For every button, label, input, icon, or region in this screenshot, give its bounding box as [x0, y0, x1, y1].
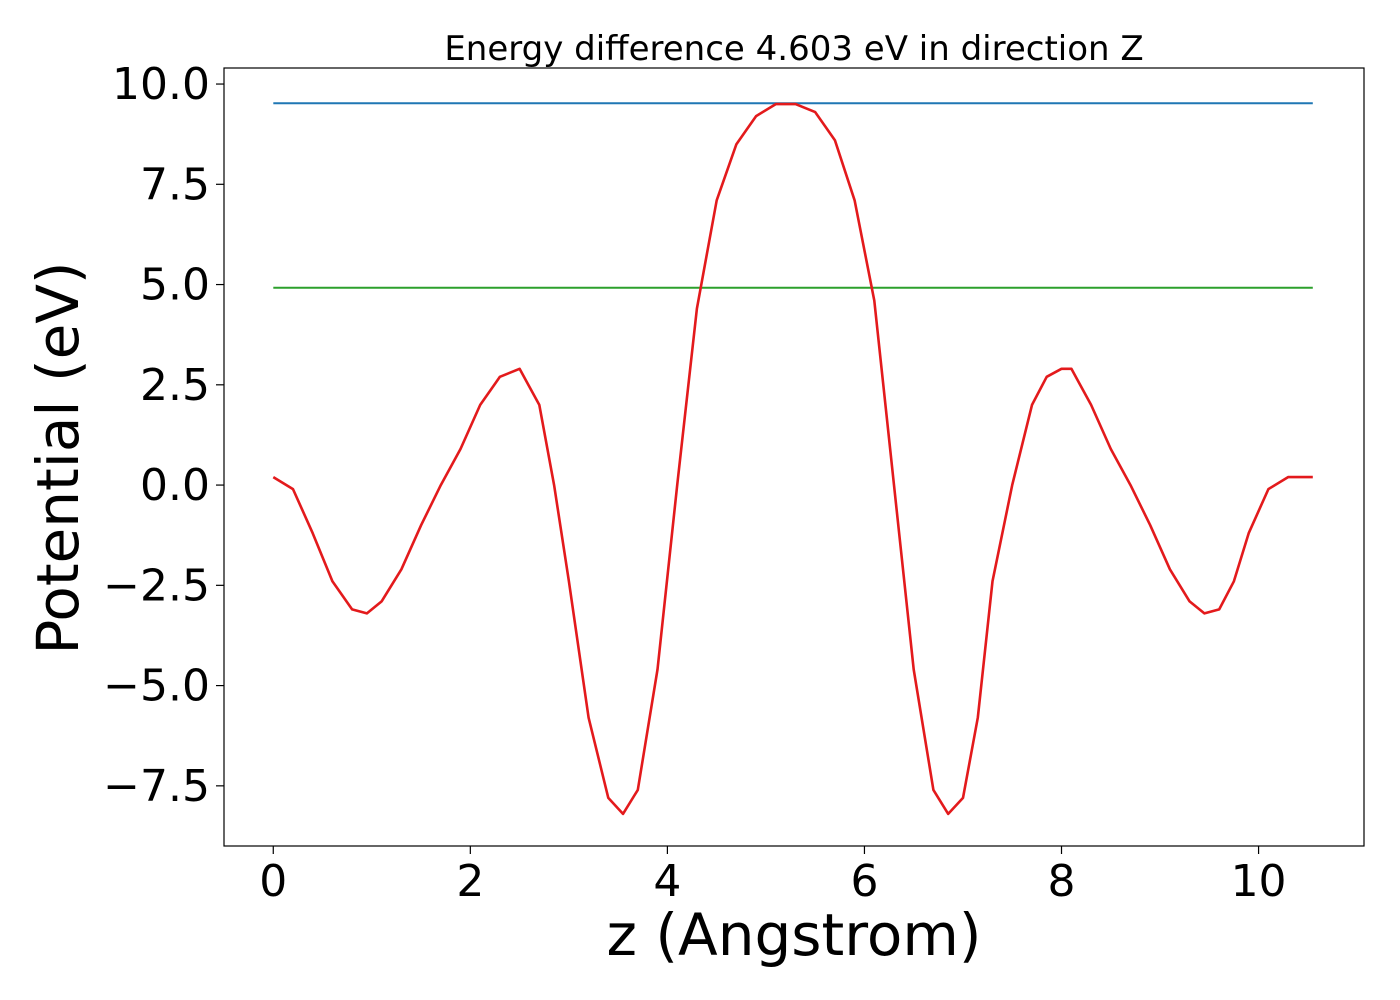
x-tick-label: 0 — [259, 856, 287, 907]
y-tick-label: 10.0 — [112, 59, 210, 110]
y-tick-label: −2.5 — [103, 560, 210, 611]
y-axis: −7.5 −5.0 −2.5 0.0 2.5 5.0 7.5 10.0 — [103, 59, 224, 812]
x-tick-label: 4 — [653, 856, 681, 907]
x-tick-label: 2 — [456, 856, 484, 907]
x-tick-label: 8 — [1048, 856, 1076, 907]
y-tick-label: −7.5 — [103, 761, 210, 812]
y-tick-label: 2.5 — [140, 360, 210, 411]
x-axis: 0 2 4 6 8 10 — [259, 846, 1287, 907]
chart-title: Energy difference 4.603 eV in direction … — [444, 29, 1143, 69]
series-line-2 — [272, 102, 1313, 816]
x-tick-label: 10 — [1231, 856, 1287, 907]
y-tick-label: −5.0 — [103, 661, 210, 712]
y-tick-label: 5.0 — [140, 260, 210, 311]
plot-frame — [223, 67, 1365, 847]
x-tick-label: 6 — [850, 856, 878, 907]
y-axis-title: Potential (eV) — [24, 261, 92, 654]
x-axis-title: z (Angstrom) — [607, 901, 982, 969]
y-tick-label: 0.0 — [140, 460, 210, 511]
plot-area — [272, 102, 1313, 816]
y-tick-label: 7.5 — [140, 159, 210, 210]
